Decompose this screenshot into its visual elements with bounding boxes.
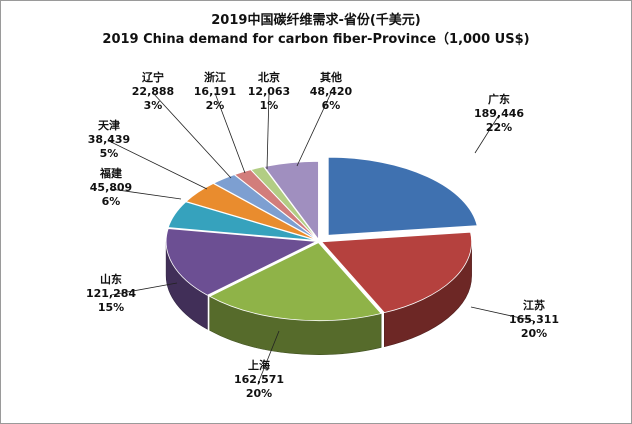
- slice-label-value-山东: 121,284: [86, 287, 136, 300]
- slice-label-value-上海: 162,571: [234, 373, 284, 386]
- slice-label-value-其他: 48,420: [310, 85, 353, 98]
- leader-line-其他: [296, 92, 332, 167]
- slice-label-name-上海: 上海: [248, 358, 270, 372]
- slice-label-name-辽宁: 辽宁: [142, 70, 164, 84]
- slice-label-name-江苏: 江苏: [523, 298, 545, 312]
- leader-line-北京: [266, 92, 270, 170]
- slice-label-value-辽宁: 22,888: [132, 85, 174, 98]
- slice-北京: [250, 166, 319, 240]
- slice-天津: [185, 183, 317, 241]
- slice-label-value-浙江: 16,191: [194, 85, 236, 98]
- chart-subtitle: 2019 China demand for carbon fiber-Provi…: [102, 32, 530, 47]
- slice-label-value-广东: 189,446: [474, 107, 524, 120]
- slice-label-name-北京: 北京: [258, 70, 280, 84]
- leader-line-辽宁: [152, 92, 232, 179]
- slice-广东: [327, 156, 478, 236]
- slice-label-percent-江苏: 20%: [521, 327, 547, 340]
- slice-label-percent-其他: 6%: [322, 99, 341, 112]
- slice-label-percent-浙江: 2%: [206, 99, 225, 112]
- slice-label-name-山东: 山东: [100, 272, 122, 286]
- leader-line-上海: [258, 330, 280, 382]
- slice-label-value-福建: 45,809: [90, 181, 132, 194]
- slice-label-percent-上海: 20%: [246, 387, 272, 400]
- slice-label-name-广东: 广东: [488, 92, 510, 106]
- slice-label-percent-广东: 22%: [486, 121, 512, 134]
- slice-label-name-天津: 天津: [98, 118, 120, 132]
- slice-label-value-北京: 12,063: [248, 85, 290, 98]
- pie-top-layer: [165, 156, 478, 321]
- leader-line-浙江: [214, 92, 246, 174]
- leader-line-广东: [474, 114, 500, 154]
- slice-labels: 广东189,44622%江苏165,31120%上海162,57120%山东12…: [86, 70, 559, 400]
- slice-label-name-其他: 其他: [320, 70, 342, 84]
- slice-福建: [167, 201, 317, 241]
- leader-line-山东: [110, 282, 178, 296]
- slice-label-value-天津: 38,439: [88, 133, 130, 146]
- slice-label-percent-辽宁: 3%: [144, 99, 163, 112]
- slice-label-percent-山东: 15%: [98, 301, 124, 314]
- slice-label-percent-福建: 6%: [102, 195, 121, 208]
- slice-label-percent-天津: 5%: [100, 147, 119, 160]
- chart-title: 2019中国碳纤维需求-省份(千美元): [211, 13, 421, 28]
- slice-其他: [263, 160, 319, 241]
- slice-江苏: [320, 231, 473, 314]
- leader-line-江苏: [470, 306, 535, 322]
- leader-line-天津: [108, 140, 208, 190]
- slice-label-name-福建: 福建: [99, 166, 123, 180]
- slice-label-percent-北京: 1%: [260, 99, 279, 112]
- slice-山东: [165, 228, 318, 296]
- slice-label-name-浙江: 浙江: [204, 70, 226, 84]
- leader-line-福建: [110, 188, 182, 200]
- slice-label-value-江苏: 165,311: [509, 313, 559, 326]
- slice-上海: [208, 242, 382, 321]
